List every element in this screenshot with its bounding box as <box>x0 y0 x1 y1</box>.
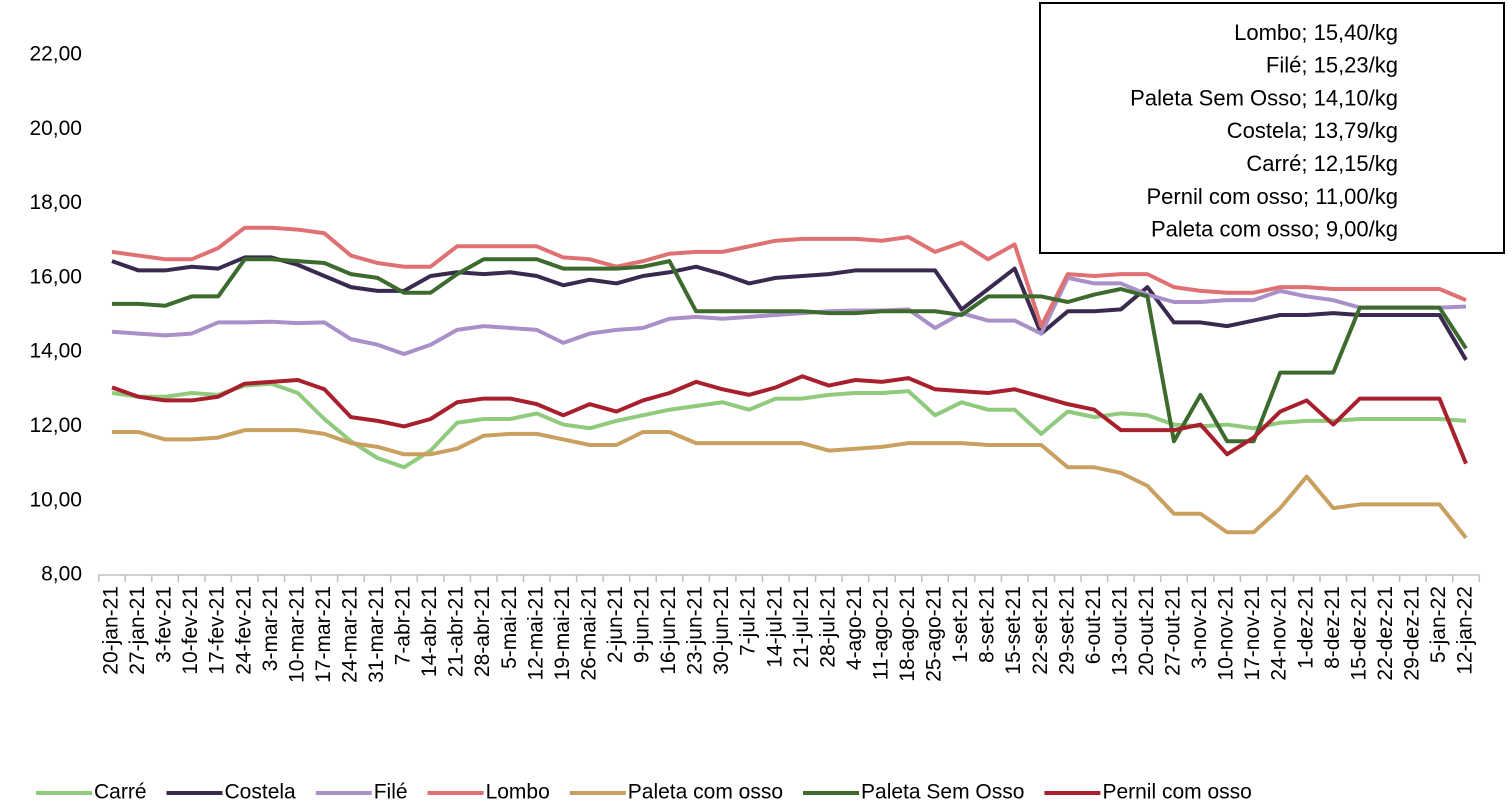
x-tick-label: 1-set-21 <box>949 586 972 663</box>
x-tick-label: 29-set-21 <box>1055 586 1078 675</box>
x-tick-label: 30-jun-21 <box>710 586 733 675</box>
x-tick-label: 14-jul-21 <box>763 586 786 668</box>
x-tick-label: 15-dez-21 <box>1347 586 1370 681</box>
y-tick-label: 12,00 <box>29 414 82 437</box>
y-tick-label: 16,00 <box>29 265 82 288</box>
series-line <box>111 257 1468 444</box>
x-tick-label: 10-mar-21 <box>285 586 308 683</box>
series-line <box>111 255 1468 361</box>
x-tick-label: 1-dez-21 <box>1294 586 1317 669</box>
x-tick-label: 7-abr-21 <box>392 586 415 665</box>
x-tick-label: 24-mar-21 <box>338 586 361 683</box>
x-tick-label: 3-mar-21 <box>259 586 282 671</box>
x-tick-label: 10-fev-21 <box>179 586 202 675</box>
x-tick-label: 13-out-21 <box>1108 586 1131 676</box>
x-tick-label: 14-abr-21 <box>418 586 441 677</box>
x-tick-label: 8-set-21 <box>976 586 999 663</box>
x-tick-label: 18-ago-21 <box>896 586 919 682</box>
series-line <box>111 428 1468 540</box>
x-tick-label: 5-mai-21 <box>498 586 521 669</box>
legend-label: Costela <box>225 781 297 804</box>
series-line <box>111 275 1467 356</box>
x-tick-label: 27-out-21 <box>1162 586 1185 676</box>
x-tick-label: 8-dez-21 <box>1321 586 1344 669</box>
annotation: Lombo; 15,40/kg <box>1234 20 1398 45</box>
y-tick-label: 18,00 <box>29 191 82 214</box>
y-tick-label: 22,00 <box>29 43 82 66</box>
series-line <box>111 225 1467 329</box>
y-tick-label: 10,00 <box>29 488 82 511</box>
legend-label: Paleta Sem Osso <box>861 781 1024 804</box>
annotation: Pernil com osso; 11,00/kg <box>1147 184 1399 209</box>
x-tick-label: 22-set-21 <box>1029 586 1052 675</box>
annotation: Paleta Sem Osso; 14,10/kg <box>1130 85 1398 110</box>
x-tick-label: 20-out-21 <box>1135 586 1158 676</box>
y-tick-label: 20,00 <box>29 117 82 140</box>
x-tick-label: 2-jun-21 <box>604 586 627 663</box>
annotation: Costela; 13,79/kg <box>1227 118 1398 143</box>
x-tick-label: 12-mai-21 <box>524 586 547 681</box>
x-tick-label: 25-ago-21 <box>923 586 946 682</box>
legend-label: Paleta com osso <box>628 781 783 804</box>
x-tick-label: 12-jan-22 <box>1454 586 1477 675</box>
x-tick-label: 29-dez-21 <box>1400 586 1423 681</box>
x-tick-label: 3-nov-21 <box>1188 586 1211 669</box>
x-tick-label: 27-jan-21 <box>126 586 149 675</box>
y-tick-label: 14,00 <box>29 340 82 363</box>
series-line <box>111 381 1467 470</box>
annotation: Carré; 12,15/kg <box>1246 151 1398 176</box>
legend-label: Filé <box>374 781 408 804</box>
x-tick-label: 22-dez-21 <box>1374 586 1397 681</box>
x-tick-label: 7-jul-21 <box>737 586 760 656</box>
x-tick-label: 5-jan-22 <box>1427 586 1450 663</box>
x-tick-label: 10-nov-21 <box>1215 586 1238 681</box>
x-tick-label: 28-abr-21 <box>471 586 494 677</box>
series-line <box>111 374 1468 465</box>
x-tick-label: 4-ago-21 <box>843 586 866 670</box>
x-tick-label: 17-fev-21 <box>206 586 229 675</box>
x-tick-label: 20-jan-21 <box>100 586 123 675</box>
x-tick-label: 31-mar-21 <box>365 586 388 683</box>
x-tick-label: 17-nov-21 <box>1241 586 1264 681</box>
x-tick-label: 3-fev-21 <box>153 586 176 663</box>
y-tick-label: 8,00 <box>41 563 82 586</box>
x-tick-label: 16-jun-21 <box>657 586 680 675</box>
x-tick-label: 28-jul-21 <box>816 586 839 668</box>
annotation: Paleta com osso; 9,00/kg <box>1151 217 1398 242</box>
x-tick-label: 21-jul-21 <box>790 586 813 668</box>
x-tick-label: 17-mar-21 <box>312 586 335 683</box>
x-tick-label: 24-fev-21 <box>232 586 255 675</box>
x-tick-label: 26-mai-21 <box>577 586 600 681</box>
x-tick-label: 23-jun-21 <box>684 586 707 675</box>
x-tick-label: 24-nov-21 <box>1268 586 1291 681</box>
x-tick-label: 9-jun-21 <box>631 586 654 663</box>
x-tick-label: 6-out-21 <box>1082 586 1105 664</box>
annotation-box <box>1039 2 1505 254</box>
annotation: Filé; 15,23/kg <box>1266 53 1398 78</box>
x-tick-label: 15-set-21 <box>1002 586 1025 675</box>
x-tick-label: 21-abr-21 <box>445 586 468 677</box>
legend-label: Carré <box>94 781 147 804</box>
x-tick-label: 19-mai-21 <box>551 586 574 681</box>
x-tick-label: 11-ago-21 <box>869 586 892 680</box>
legend-label: Lombo <box>486 781 550 804</box>
legend-label: Pernil com osso <box>1102 781 1251 804</box>
